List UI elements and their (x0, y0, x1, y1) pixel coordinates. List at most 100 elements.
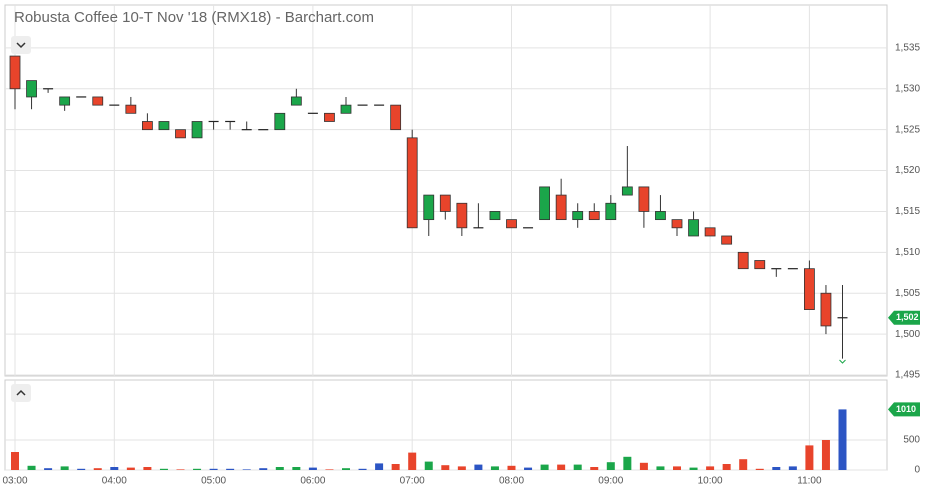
x-tick-label: 06:00 (300, 476, 325, 487)
candle-body (340, 104, 352, 114)
y-tick-label: 1,505 (895, 288, 920, 299)
candle-body (274, 112, 286, 131)
price-panel (4, 4, 888, 377)
y-tick-label: 1,495 (895, 370, 920, 381)
volume-bar (209, 468, 218, 470)
volume-bar (739, 459, 748, 470)
grid (5, 5, 887, 471)
candle-body (820, 292, 832, 327)
volume-toggle-icon (16, 389, 26, 396)
volume-bar (44, 468, 53, 470)
volume-bar (755, 468, 764, 470)
volume-bar (788, 466, 797, 470)
volume-bar (540, 464, 549, 470)
candle-body (588, 211, 600, 221)
x-tick-label: 08:00 (499, 476, 524, 487)
candle-body (456, 202, 468, 229)
x-tick-label: 04:00 (102, 476, 127, 487)
volume-bar (457, 466, 466, 470)
candle-body (621, 186, 633, 196)
volume-bar (60, 466, 69, 470)
volume-bar (375, 463, 384, 470)
volume-toggle[interactable] (11, 384, 31, 402)
y-tick-label: 1,520 (895, 165, 920, 176)
volume-bar (805, 445, 814, 470)
y-tick-label: 0 (914, 465, 920, 476)
candle-body (175, 129, 186, 139)
x-tick-label: 10:00 (698, 476, 723, 487)
volume-bar (474, 464, 483, 470)
candle-body (572, 211, 584, 221)
x-tick-label: 05:00 (201, 476, 226, 487)
volume-bar (325, 469, 334, 470)
volume-bar (93, 468, 102, 470)
volume-bar (126, 467, 135, 470)
x-tick-label: 07:00 (400, 476, 425, 487)
candle-body (754, 260, 766, 270)
low-marker (839, 359, 846, 364)
volume-bar (838, 409, 847, 470)
last-volume-tag (888, 402, 920, 417)
volume-bar (772, 467, 781, 470)
volume-bar (441, 465, 450, 470)
candle-body (125, 104, 137, 114)
volume-bar (424, 461, 433, 470)
volume-bar (689, 467, 698, 470)
candle-body (439, 194, 451, 212)
candle-body (191, 121, 203, 139)
volume-bar (623, 456, 632, 470)
candle-body (158, 121, 170, 131)
volume-bar (308, 467, 317, 470)
last-price-tag (888, 310, 920, 325)
volume-bar (11, 452, 19, 470)
candle-body (721, 235, 733, 245)
candle-body (605, 202, 617, 221)
last-volume-label: 1010 (896, 404, 916, 414)
collapse-icon (16, 42, 26, 49)
volume-bar (557, 464, 566, 470)
volume-bar (706, 466, 715, 470)
volume-bar (673, 466, 681, 470)
volume-bar (342, 468, 350, 470)
candle-body (9, 55, 21, 90)
volume-bar (259, 468, 268, 470)
marks (9, 55, 848, 470)
candle-body (26, 80, 37, 98)
volume-bar (507, 465, 516, 470)
volume-bar (159, 468, 168, 470)
candle-body (655, 211, 666, 221)
y-tick-label: 1,515 (895, 206, 920, 217)
volume-bar (110, 467, 119, 470)
volume-bar (391, 464, 400, 470)
candle-body (59, 96, 71, 106)
volume-bar (226, 468, 235, 470)
candle-body (638, 186, 650, 212)
x-tick-label: 09:00 (598, 476, 623, 487)
collapse-button[interactable] (11, 36, 31, 54)
volume-bar (77, 468, 86, 470)
volume-bar (821, 440, 830, 470)
candle-body (704, 227, 716, 237)
volume-bar (722, 464, 731, 470)
volume-bar (639, 462, 648, 470)
y-tick-label: 1,510 (895, 247, 920, 258)
candle-body (539, 186, 550, 221)
candle-body (290, 96, 302, 106)
volume-bar (590, 467, 599, 470)
candle-body (390, 104, 402, 131)
candle-body (506, 219, 517, 229)
volume-bar (656, 466, 665, 470)
x-tick-label: 11:00 (797, 476, 822, 487)
candle-body (555, 194, 567, 221)
volume-bar (193, 468, 202, 470)
y-tick-label: 1,525 (895, 124, 920, 135)
volume-bar (490, 466, 499, 470)
volume-bar (606, 462, 615, 470)
candle-body (688, 219, 699, 237)
x-tick-label: 03:00 (2, 476, 27, 487)
candle-body (324, 112, 335, 122)
last-price-label: 1,502 (896, 312, 919, 322)
y-tick-label: 1,500 (895, 329, 920, 340)
